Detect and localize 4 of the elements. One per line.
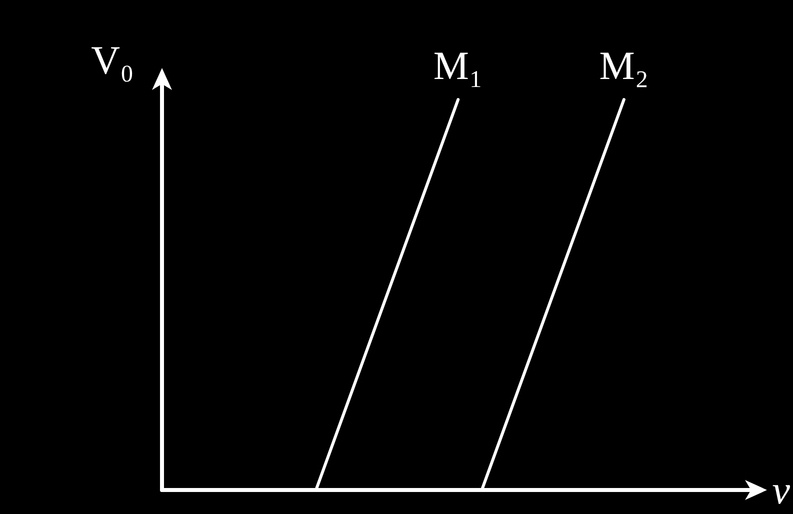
series-label: M₁ [433,43,483,88]
series-label: M₂ [599,43,649,88]
x-axis-title: ν [772,468,790,512]
y-axis-title: V₀ [91,38,134,82]
